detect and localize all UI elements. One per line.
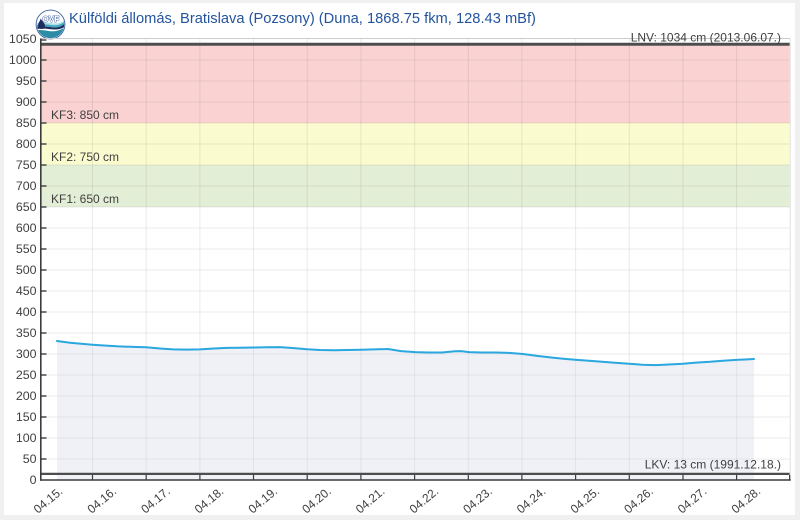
svg-text:250: 250 [16,368,37,382]
svg-text:350: 350 [16,326,37,340]
svg-text:OVF: OVF [42,15,59,24]
svg-text:550: 550 [16,242,37,256]
svg-text:04.27.: 04.27. [675,484,710,515]
svg-text:200: 200 [16,389,37,403]
svg-text:850: 850 [16,116,37,130]
svg-text:LNV: 1034 cm (2013.06.07.): LNV: 1034 cm (2013.06.07.) [631,31,781,45]
svg-text:KF1: 650 cm: KF1: 650 cm [51,192,119,206]
svg-text:04.20.: 04.20. [299,484,334,515]
svg-text:450: 450 [16,284,37,298]
svg-text:400: 400 [16,305,37,319]
svg-text:04.22.: 04.22. [407,484,442,515]
svg-text:04.23.: 04.23. [460,484,495,515]
svg-text:900: 900 [16,95,37,109]
svg-text:100: 100 [16,431,37,445]
svg-text:04.17.: 04.17. [138,484,173,515]
svg-text:04.16.: 04.16. [85,484,120,515]
svg-text:300: 300 [16,347,37,361]
svg-text:KF3: 850 cm: KF3: 850 cm [51,108,119,122]
svg-text:04.15.: 04.15. [31,484,66,515]
svg-text:750: 750 [16,158,37,172]
svg-text:950: 950 [16,74,37,88]
svg-text:KF2: 750 cm: KF2: 750 cm [51,150,119,164]
svg-text:700: 700 [16,179,37,193]
svg-text:04.26.: 04.26. [621,484,656,515]
svg-text:04.24.: 04.24. [514,484,549,515]
svg-text:500: 500 [16,263,37,277]
svg-text:LKV: 13 cm (1991.12.18.): LKV: 13 cm (1991.12.18.) [645,458,781,472]
svg-text:1050: 1050 [9,32,37,46]
svg-text:04.18.: 04.18. [192,484,227,515]
svg-text:0: 0 [30,473,37,487]
svg-text:150: 150 [16,410,37,424]
svg-text:650: 650 [16,200,37,214]
svg-text:04.19.: 04.19. [246,484,281,515]
svg-text:1000: 1000 [9,53,37,67]
svg-text:600: 600 [16,221,37,235]
svg-text:800: 800 [16,137,37,151]
svg-text:04.21.: 04.21. [353,484,388,515]
svg-text:04.28.: 04.28. [729,484,764,515]
svg-text:04.25.: 04.25. [568,484,603,515]
svg-text:50: 50 [23,452,37,466]
